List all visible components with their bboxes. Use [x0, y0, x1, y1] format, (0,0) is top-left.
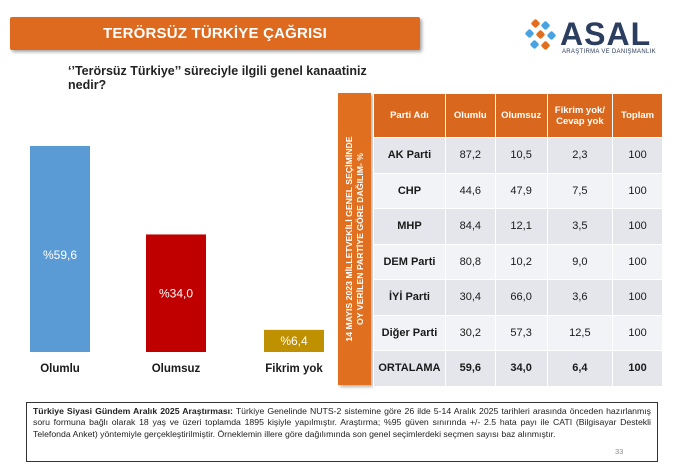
olumlu-cell: 30,2 — [444, 314, 496, 351]
toplam-cell: 100 — [612, 314, 663, 351]
party-name-cell: İYİ Parti — [373, 279, 446, 316]
party-name-cell: Diğer Parti — [373, 314, 446, 351]
table-row: Diğer Parti 30,2 57,3 12,5 100 — [373, 314, 663, 351]
fikrim-yok-cell: 2,3 — [546, 137, 614, 174]
asal-logo: ASAL ARAŞTIRMA VE DANIŞMANLIK — [520, 14, 675, 64]
logo-mark-icon — [525, 19, 556, 50]
fikrim-yok-cell: 9,0 — [546, 243, 614, 280]
methodology-note: Türkiye Siyasi Gündem Aralık 2025 Araştı… — [26, 402, 658, 462]
table-side-label: 14 MAYIS 2023 MİLLETVEKİLİ GENEL SEÇİMİN… — [338, 93, 371, 385]
toplam-cell: 100 — [612, 137, 663, 174]
party-name-cell: ORTALAMA — [373, 350, 446, 387]
olumlu-cell: 44,6 — [444, 172, 496, 209]
table-header-row: Parti Adı Olumlu Olumsuz Fikrim yok/ Cev… — [373, 93, 663, 138]
olumsuz-cell: 12,1 — [494, 208, 548, 245]
bar-data-label: %59,6 — [43, 248, 77, 262]
bar-fikrim-yok — [264, 329, 324, 352]
header-fikrim-yok: Fikrim yok/ Cevap yok — [546, 93, 614, 138]
olumlu-cell: 30,4 — [444, 279, 496, 316]
party-name-cell: DEM Parti — [373, 243, 446, 280]
category-tick-label: Olumsuz — [152, 363, 201, 375]
title-banner: TERÖRSÜZ TÜRKİYE ÇAĞRISI — [10, 17, 420, 50]
toplam-cell: 100 — [612, 279, 663, 316]
fikrim-yok-cell: 12,5 — [546, 314, 614, 351]
bar-olumlu — [30, 145, 90, 352]
page-title: TERÖRSÜZ TÜRKİYE ÇAĞRISI — [103, 25, 327, 42]
fikrim-yok-cell: 6,4 — [546, 350, 614, 387]
olumlu-cell: 87,2 — [444, 137, 496, 174]
bar-olumsuz — [146, 234, 206, 352]
table-row: MHP 84,4 12,1 3,5 100 — [373, 208, 663, 245]
side-label-line-2: OY VERİLEN PARTİYE GÖRE DAĞILIM- % — [354, 153, 365, 325]
fikrim-yok-cell: 3,6 — [546, 279, 614, 316]
header-party: Parti Adı — [373, 93, 446, 138]
party-name-cell: AK Parti — [373, 137, 446, 174]
toplam-cell: 100 — [612, 172, 663, 209]
table-row: DEM Parti 80,8 10,2 9,0 100 — [373, 243, 663, 280]
olumsuz-cell: 10,2 — [494, 243, 548, 280]
table-row: İYİ Parti 30,4 66,0 3,6 100 — [373, 279, 663, 316]
header-toplam: Toplam — [612, 93, 663, 138]
olumsuz-cell: 34,0 — [494, 350, 548, 387]
category-tick-label: Fikrim yok — [265, 363, 323, 375]
logo-name: ASAL — [560, 16, 652, 52]
party-name-cell: CHP — [373, 172, 446, 209]
note-lead: Türkiye Siyasi Gündem Aralık 2025 Araştı… — [33, 406, 233, 416]
logo-subtitle: ARAŞTIRMA VE DANIŞMANLIK — [562, 49, 656, 55]
toplam-cell: 100 — [612, 243, 663, 280]
toplam-cell: 100 — [612, 208, 663, 245]
table-row: AK Parti 87,2 10,5 2,3 100 — [373, 137, 663, 174]
party-name-cell: MHP — [373, 208, 446, 245]
note-body: Türkiye Genelinde NUTS-2 sistemine göre … — [33, 406, 651, 439]
fikrim-yok-cell: 3,5 — [546, 208, 614, 245]
olumsuz-cell: 57,3 — [494, 314, 548, 351]
header-olumsuz: Olumsuz — [494, 93, 548, 138]
olumlu-cell: 59,6 — [444, 350, 496, 387]
table-row: CHP 44,6 47,9 7,5 100 — [373, 172, 663, 209]
page-number: 33 — [615, 447, 624, 456]
party-breakdown-table: Parti Adı Olumlu Olumsuz Fikrim yok/ Cev… — [373, 93, 663, 387]
header-olumlu: Olumlu — [444, 93, 496, 138]
bar-data-label: %34,0 — [159, 286, 193, 300]
category-tick-label: Olumlu — [40, 363, 80, 375]
olumsuz-cell: 47,9 — [494, 172, 548, 209]
toplam-cell: 100 — [612, 350, 663, 387]
olumsuz-cell: 10,5 — [494, 137, 548, 174]
olumsuz-cell: 66,0 — [494, 279, 548, 316]
olumlu-cell: 84,4 — [444, 208, 496, 245]
fikrim-yok-cell: 7,5 — [546, 172, 614, 209]
opinion-bar-chart: %59,6 Olumlu %34,0 Olumsuz %6,4 Fikrim yok — [30, 145, 324, 375]
olumlu-cell: 80,8 — [444, 243, 496, 280]
side-label-line-1: 14 MAYIS 2023 MİLLETVEKİLİ GENEL SEÇİMİN… — [343, 136, 354, 342]
survey-question: ‘’Terörsüz Türkiye’’ süreciyle ilgili ge… — [68, 64, 367, 92]
table-average-row: ORTALAMA 59,6 34,0 6,4 100 — [373, 350, 663, 387]
bar-data-label: %6,4 — [280, 334, 308, 348]
